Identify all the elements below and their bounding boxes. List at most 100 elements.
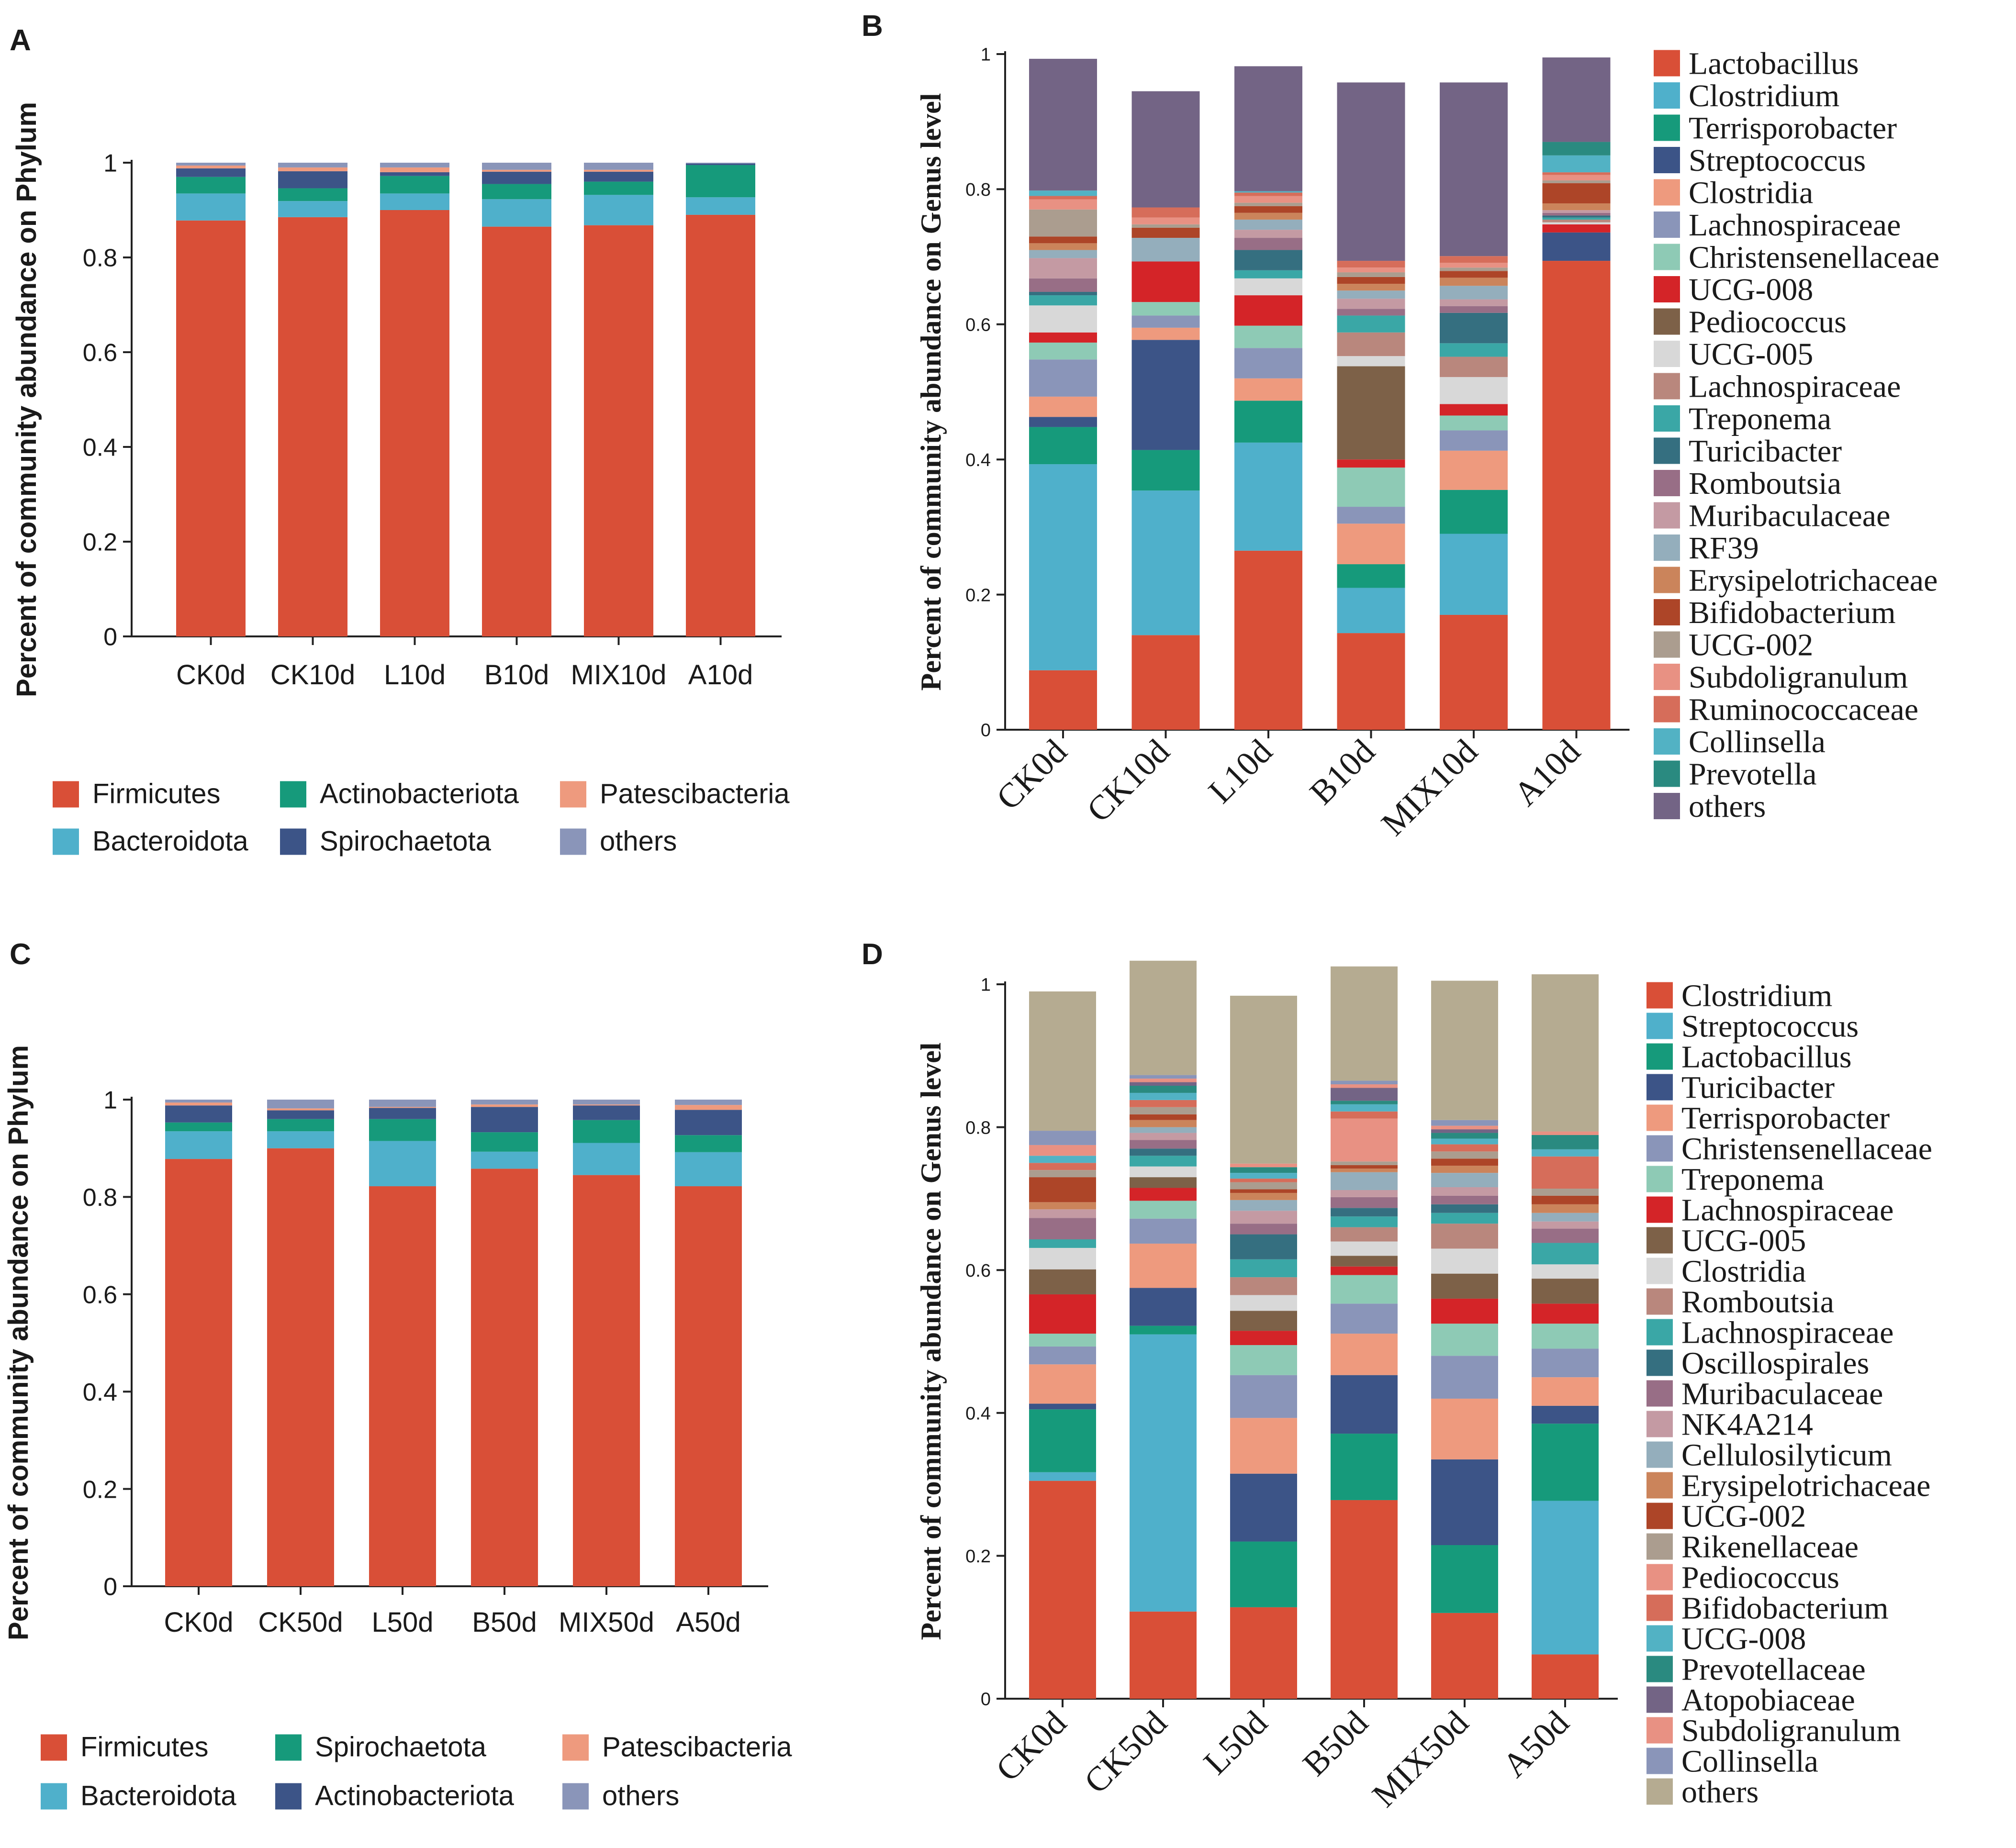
- bar-segment-clostridium: [1131, 490, 1200, 635]
- legend-swatch: [1654, 470, 1680, 496]
- bar-segment-spirochaetota: [369, 1119, 436, 1141]
- bar-segment-subdoligranulum: [1440, 263, 1508, 268]
- y-tick-label: 1: [981, 975, 991, 995]
- bar-segment-ucg-005: [1440, 377, 1508, 404]
- bar-segment-firmicutes: [573, 1175, 640, 1586]
- bar-segment-ucg-008: [1532, 1149, 1599, 1157]
- bar-segment-rf39: [1440, 286, 1508, 300]
- bar-segment-others: [482, 163, 551, 170]
- legend-swatch: [1654, 308, 1680, 335]
- legend-label: Romboutsia: [1681, 1284, 1834, 1319]
- bar-segment-turicibacter: [1029, 292, 1097, 296]
- bar-segment-treponema: [1337, 315, 1405, 333]
- legend-label: Turicibacter: [1681, 1070, 1835, 1105]
- bar-segment-bifidobacterium: [1230, 1179, 1297, 1182]
- legend-label: others: [602, 1781, 679, 1812]
- bar-segment-clostridium: [1130, 1611, 1197, 1699]
- bar-segment-romboutsia: [1234, 238, 1302, 250]
- bar-segment-spirochaetota: [482, 171, 551, 184]
- bar-segment-clostridium: [1029, 1481, 1096, 1699]
- bar-segment-ucg-002: [1431, 1158, 1498, 1166]
- bar-segment-erysipelotrichaceae: [1130, 1120, 1197, 1127]
- bar-segment-erysipelotrichaceae: [1331, 1169, 1398, 1172]
- legend-label: Prevotella: [1689, 757, 1817, 791]
- bar-segment-ucg-008: [1131, 261, 1200, 302]
- bar-segment-firmicutes: [471, 1169, 538, 1586]
- bar-segment-ucg-008: [1230, 1173, 1297, 1179]
- legend-swatch: [41, 1783, 67, 1810]
- x-category-label: B50d: [1295, 1703, 1375, 1783]
- y-tick-label: 0: [981, 721, 991, 741]
- bar-segment-clostridia: [1029, 1247, 1096, 1269]
- bar-segment-others: [1431, 980, 1498, 1120]
- legend-swatch: [1646, 982, 1673, 1009]
- bar-segment-christensenellaceae: [1029, 342, 1097, 360]
- bar-segment-others: [380, 163, 449, 167]
- bar-segment-clostridium: [1331, 1500, 1398, 1699]
- bar-segment-treponema: [1230, 1345, 1297, 1375]
- x-category-label: B10d: [484, 659, 549, 690]
- bar-segment-collinsella: [1130, 1075, 1197, 1079]
- y-tick-label: 0.2: [965, 585, 991, 605]
- bar-segment-patescibacteria: [584, 169, 653, 172]
- bar-segment-others: [278, 163, 347, 167]
- y-tick-label: 0: [103, 1573, 117, 1601]
- legend-swatch: [1646, 1196, 1673, 1223]
- legend-label: others: [1681, 1774, 1758, 1809]
- bar-segment-nk4a214: [1331, 1190, 1398, 1197]
- bar-segment-ucg-002: [1542, 180, 1611, 183]
- bar-segment-terrisporobacter: [1029, 1364, 1096, 1404]
- bar-segment-terrisporobacter: [1131, 450, 1200, 491]
- legend-label: Firmicutes: [92, 779, 220, 810]
- bar-segment-streptococcus: [1029, 417, 1097, 427]
- bar-segment-bacteroidota: [380, 193, 449, 210]
- bar-segment-ruminococcaceae: [1029, 196, 1097, 200]
- bar-segment-collinsella: [1234, 191, 1302, 193]
- bar-segment-subdoligranulum: [1532, 1131, 1599, 1136]
- bar-segment-lactobacillus: [1234, 550, 1302, 730]
- bar-segment-turicibacter: [1029, 1403, 1096, 1410]
- legend-swatch: [1654, 82, 1680, 109]
- legend-swatch: [1646, 1227, 1673, 1254]
- bar-segment-turicibacter: [1542, 215, 1611, 218]
- bar-segment-spirochaetota: [176, 168, 246, 177]
- bar-segment-clostridium: [1230, 1607, 1297, 1699]
- bar-segment-romboutsia: [1542, 212, 1611, 216]
- x-category-label: A10d: [1506, 732, 1588, 813]
- bar-segment-muribaculaceae: [1029, 258, 1097, 278]
- bar-segment-others: [1029, 58, 1097, 191]
- legend-label: Clostridia: [1689, 175, 1813, 210]
- bar-segment-ucg-002: [1230, 1189, 1297, 1193]
- bar-segment-nk4a214: [1130, 1133, 1197, 1140]
- legend-label: Firmicutes: [80, 1732, 208, 1763]
- legend-swatch: [1646, 1533, 1673, 1560]
- legend-label: Collinsella: [1681, 1744, 1818, 1779]
- bar-segment-ucg-008: [1029, 1156, 1096, 1163]
- bar-segment-christensenellaceae: [1532, 1348, 1599, 1378]
- x-category-label: L10d: [384, 659, 446, 690]
- bar-segment-ucg-008: [1431, 1138, 1498, 1145]
- bar-segment-bifidobacterium: [1431, 1144, 1498, 1152]
- y-tick-label: 0.2: [965, 1547, 991, 1567]
- bar-segment-others: [1532, 974, 1599, 1132]
- x-category-label: A10d: [688, 659, 753, 690]
- legend-label: Lactobacillus: [1689, 46, 1859, 81]
- bar-segment-others: [1234, 66, 1302, 191]
- bar-segment-clostridia: [1230, 1295, 1297, 1311]
- legend-label: UCG-005: [1681, 1223, 1806, 1258]
- bar-segment-clostridium: [1234, 442, 1302, 551]
- bar-segment-firmicutes: [686, 214, 755, 636]
- bar-segment-lachnospiraceae: [1532, 1243, 1599, 1265]
- bar-segment-turicibacter: [1532, 1405, 1599, 1424]
- bar-segment-ucg-005: [1029, 1269, 1096, 1294]
- bar-segment-erysipelotrichaceae: [1532, 1204, 1599, 1213]
- legend-swatch: [1654, 534, 1680, 561]
- bar-segment-bifidobacterium: [1542, 183, 1611, 204]
- legend-swatch: [1654, 696, 1680, 723]
- bar-segment-subdoligranulum: [1542, 175, 1611, 181]
- bar-segment-others: [1542, 57, 1611, 142]
- bar-segment-bacteroidota: [482, 199, 551, 227]
- bar-segment-muribaculaceae: [1542, 210, 1611, 213]
- legend-label: Spirochaetota: [315, 1732, 487, 1763]
- bar-segment-pediococcus: [1337, 366, 1405, 460]
